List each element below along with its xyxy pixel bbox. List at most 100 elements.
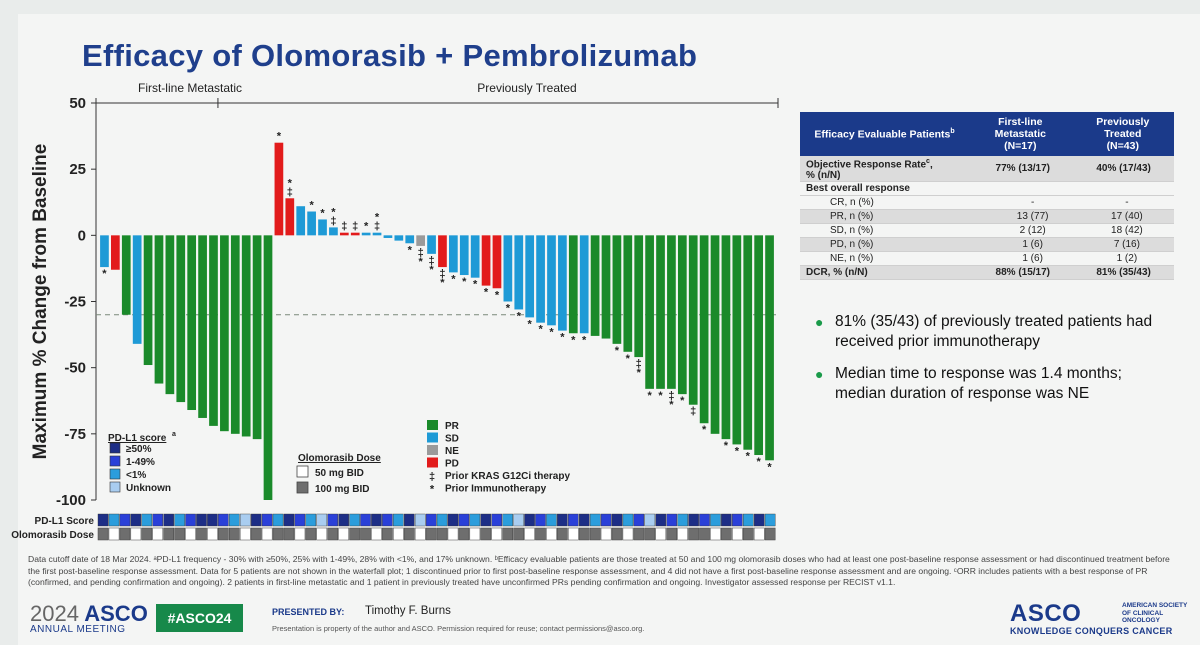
bullet-item: ● 81% (35/43) of previously treated patie…: [815, 313, 1153, 350]
pdl1-strip-cell: [513, 513, 524, 527]
pdl1-strip-cell: [447, 513, 459, 527]
bar-marker: *: [331, 206, 336, 218]
waterfall-bar: [100, 235, 109, 268]
bar-marker: *: [473, 279, 478, 291]
dose-strip-cell: [546, 527, 557, 541]
dose-strip-cell: [677, 527, 688, 541]
dose-strip-cell: [633, 527, 645, 541]
dose-strip-cell: [688, 527, 699, 541]
dose-strip-cell: [721, 527, 732, 541]
waterfall-bar: [220, 235, 229, 432]
dose-strip-cell: [283, 527, 295, 541]
dose-strip-cell: [524, 527, 535, 541]
waterfall-bar: [339, 232, 349, 236]
dose-legend-swatch: [296, 465, 309, 478]
bar-marker: ‡: [330, 215, 336, 227]
dose-strip-cell: [360, 527, 371, 541]
waterfall-bar: [525, 235, 535, 318]
strip-label-dose: Olomorasib Dose: [11, 530, 94, 541]
waterfall-bar: [558, 235, 567, 331]
table-cell: -: [1030, 197, 1035, 209]
pdl1-strip-cell: [152, 513, 164, 527]
dose-strip-cell: [611, 527, 623, 541]
pdl1-strip-cell: [600, 513, 612, 527]
waterfall-bar: [318, 219, 327, 236]
hashtag-badge: #ASCO24: [156, 604, 243, 632]
table-cell: 1 (2): [1116, 253, 1138, 265]
pdl1-strip-cell: [732, 513, 743, 527]
waterfall-bar: [438, 235, 447, 268]
bar-marker: *: [571, 334, 576, 346]
bar-marker: *: [288, 177, 293, 189]
waterfall-bar: [274, 142, 284, 236]
bar-marker: ‡: [428, 255, 434, 267]
dose-strip-cell: [349, 527, 360, 541]
waterfall-bar: [187, 235, 197, 411]
pdl1-strip-cell: [261, 513, 273, 527]
table-row: CR, n (%) - -: [800, 196, 1174, 211]
waterfall-bar: [372, 232, 382, 236]
pdl1-strip-cell: [578, 513, 590, 527]
waterfall-bar: [514, 235, 524, 310]
waterfall-bar: [209, 235, 218, 426]
pdl1-legend-swatch: [109, 468, 121, 480]
dose-strip-cell: [228, 527, 240, 541]
dose-strip-cell: [152, 527, 164, 541]
pdl1-strip-cell: [294, 513, 306, 527]
dose-strip-cell: [425, 527, 437, 541]
bullet-item: ● Median time to response was 1.4 months;…: [815, 365, 1122, 402]
table-row-best-response: Best overall response: [800, 182, 1174, 197]
dose-strip-cell: [491, 527, 503, 541]
waterfall-bar: [765, 235, 774, 461]
dose-strip-cell: [185, 527, 196, 541]
pdl1-strip-cell: [349, 513, 360, 527]
bar-marker: *: [451, 273, 456, 285]
bar-marker: *: [724, 440, 729, 452]
pdl1-strip-cell: [677, 513, 688, 527]
bar-marker: ‡: [341, 221, 347, 233]
waterfall-bar: [329, 227, 338, 236]
dose-strip-cell: [513, 527, 524, 541]
pdl1-strip-cell: [382, 513, 393, 527]
pdl1-strip-cell: [480, 513, 492, 527]
dose-strip-cell: [218, 527, 229, 541]
bar-marker: *: [375, 212, 380, 224]
bar-marker: ‡: [439, 268, 445, 280]
table-cell: 18 (42): [1111, 225, 1143, 237]
pdl1-strip-cell: [141, 513, 153, 527]
dose-strip-cell: [480, 527, 492, 541]
pdl1-strip-cell: [568, 513, 579, 527]
waterfall-bar: [350, 232, 360, 236]
table-cell: CR, n (%): [830, 197, 874, 209]
dose-strip-cell: [742, 527, 754, 541]
waterfall-bar: [645, 235, 654, 389]
y-tick-label: -25: [64, 294, 86, 311]
bar-marker: *: [658, 390, 663, 402]
waterfall-bar: [285, 198, 295, 236]
bar-marker: *: [615, 345, 620, 357]
bar-marker: *: [680, 395, 685, 407]
waterfall-bar: [601, 235, 611, 339]
bar-marker: ‡: [352, 221, 358, 233]
key-findings: ● 81% (35/43) of previously treated patie…: [815, 312, 1175, 416]
y-tick-label: 25: [69, 161, 86, 178]
pdl1-legend-title: PD-L1 score: [108, 433, 167, 444]
presented-by-label: PRESENTED BY:: [272, 607, 345, 617]
pdl1-strip-cell: [742, 513, 754, 527]
waterfall-bar: [121, 235, 131, 315]
dose-strip-cell: [458, 527, 470, 541]
bar-marker: *: [440, 277, 445, 289]
pdl1-legend-label: ≥50%: [126, 444, 152, 455]
bar-marker: *: [767, 461, 772, 473]
pdl1-legend-superscript: a: [172, 431, 176, 438]
legend-label: NE: [445, 446, 459, 457]
pdl1-strip-cell: [250, 513, 262, 527]
legend-swatch: [427, 445, 438, 455]
dose-strip-cell: [535, 527, 546, 541]
dose-legend-label: 100 mg BID: [315, 484, 369, 495]
bar-marker: *: [637, 367, 642, 379]
dose-strip-cell: [732, 527, 743, 541]
bar-marker: *: [560, 332, 565, 344]
table-cell: 13 (77): [1016, 211, 1049, 223]
table-cell: -: [1125, 197, 1129, 209]
